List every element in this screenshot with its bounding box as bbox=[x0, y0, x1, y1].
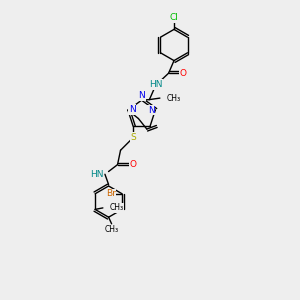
Text: Br: Br bbox=[106, 189, 116, 198]
Text: O: O bbox=[179, 69, 187, 78]
Text: CH₃: CH₃ bbox=[110, 203, 124, 212]
Text: O: O bbox=[130, 160, 136, 169]
Text: HN: HN bbox=[149, 80, 163, 89]
Text: N: N bbox=[148, 106, 154, 115]
Text: N: N bbox=[129, 105, 136, 114]
Text: Cl: Cl bbox=[169, 14, 178, 22]
Text: CH₃: CH₃ bbox=[167, 94, 181, 103]
Text: CH₃: CH₃ bbox=[104, 225, 119, 234]
Text: HN: HN bbox=[90, 170, 104, 179]
Text: S: S bbox=[130, 133, 136, 142]
Text: N: N bbox=[138, 92, 145, 100]
